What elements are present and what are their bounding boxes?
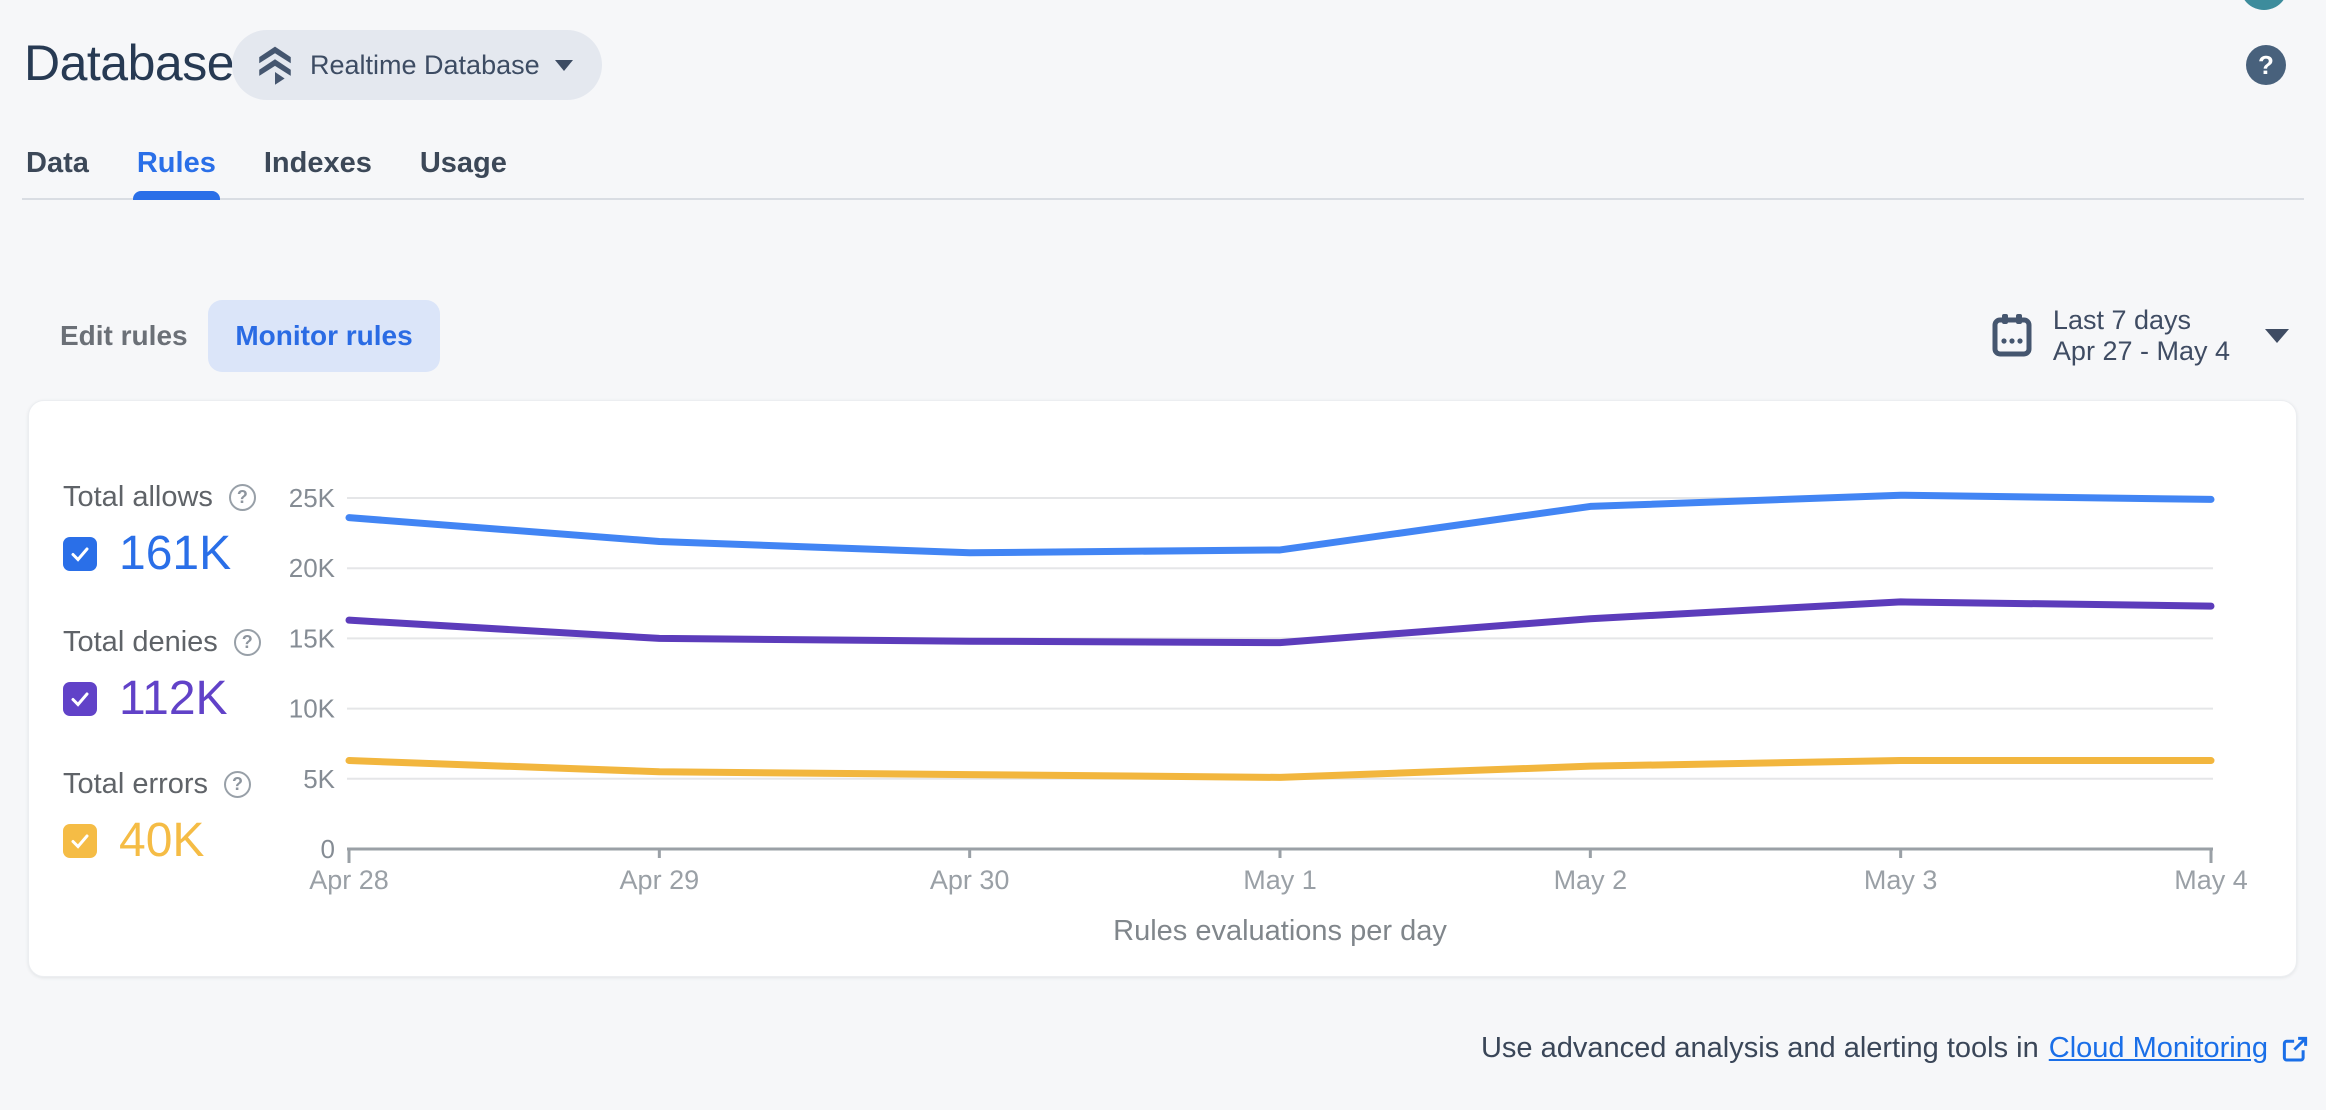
allows-checkbox[interactable] (63, 536, 97, 571)
realtime-database-icon (254, 43, 296, 87)
tab-bar: Data Rules Indexes Usage (22, 130, 2304, 200)
monitor-rules-button[interactable]: Monitor rules (208, 300, 440, 372)
denies-checkbox[interactable] (63, 681, 97, 716)
legend-label: Total errors (63, 768, 209, 800)
checkmark-icon (71, 547, 89, 562)
rules-toolbar: Edit rules Monitor rules Last 7 days Apr… (0, 300, 2326, 372)
errors-checkbox[interactable] (63, 823, 97, 858)
tab-label: Rules (136, 147, 216, 179)
x-tick-label: May 4 (2174, 865, 2248, 895)
help-icon[interactable]: ? (224, 771, 252, 798)
legend-label: Total allows (63, 481, 213, 513)
y-tick-label: 0 (321, 834, 335, 864)
checkmark-icon (71, 834, 89, 849)
tab-label: Usage (419, 147, 507, 179)
denies-total-value: 112K (119, 672, 228, 725)
series-line-total-allows (345, 491, 2215, 557)
tab-data[interactable]: Data (22, 147, 93, 198)
database-selector-label: Realtime Database (310, 49, 540, 80)
help-icon[interactable]: ? (228, 484, 256, 511)
cloud-monitoring-link[interactable]: Cloud Monitoring (2048, 1032, 2268, 1064)
chart-caption: Rules evaluations per day (1113, 915, 1447, 947)
series-line-total-denies (345, 598, 2215, 647)
date-range-selector[interactable]: Last 7 days Apr 27 - May 4 (1991, 300, 2290, 372)
tab-label: Data (26, 147, 89, 179)
calendar-icon (1991, 313, 2033, 359)
y-tick-label: 15K (289, 623, 336, 653)
footer-note: Use advanced analysis and alerting tools… (1481, 1032, 2310, 1065)
x-tick-label: Apr 28 (309, 865, 389, 895)
allows-total-value: 161K (119, 527, 232, 580)
legend-label: Total denies (63, 626, 218, 658)
tab-label: Indexes (263, 147, 372, 179)
y-tick-label: 5K (303, 764, 335, 794)
legend-total-allows: Total allows ? 161K (63, 481, 343, 581)
y-tick-label: 10K (289, 694, 336, 724)
header: Database Realtime Database ? (0, 0, 2326, 130)
x-tick-label: Apr 29 (620, 865, 700, 895)
legend-total-denies: Total denies ? 112K (63, 626, 343, 726)
errors-total-value: 40K (119, 814, 205, 867)
rules-evaluations-chart: 0 5K 10K 15K 20K 25K Apr 28 Apr 29 Apr 30 May 1 Ma… (289, 483, 2248, 895)
question-mark-icon: ? (2258, 49, 2274, 80)
external-link-icon (2280, 1034, 2310, 1064)
page-title: Database (24, 35, 235, 91)
footer-text: Use advanced analysis and alerting tools… (1480, 1032, 2039, 1064)
x-tick-label: May 1 (1243, 865, 1317, 895)
help-icon[interactable]: ? (233, 629, 261, 656)
rules-monitor-card: Total allows ? 161K Total denies ? 112K … (28, 400, 2297, 977)
y-tick-label: 20K (289, 553, 336, 583)
chevron-down-icon (2264, 328, 2290, 344)
legend-total-errors: Total errors ? 40K (63, 768, 343, 868)
date-range-dates: Apr 27 - May 4 (2052, 336, 2230, 366)
y-tick-label: 25K (289, 483, 336, 513)
tab-rules[interactable]: Rules (132, 147, 220, 200)
x-tick-label: May 3 (1864, 865, 1938, 895)
database-selector[interactable]: Realtime Database (232, 30, 602, 100)
checkmark-icon (71, 692, 89, 707)
x-tick-label: Apr 30 (930, 865, 1010, 895)
x-tick-label: May 2 (1554, 865, 1628, 895)
date-range-preset: Last 7 days (2052, 305, 2192, 335)
series-line-total-errors (345, 757, 2215, 781)
tab-indexes[interactable]: Indexes (260, 147, 376, 198)
help-button[interactable]: ? (2246, 45, 2286, 85)
edit-rules-button[interactable]: Edit rules (60, 300, 188, 372)
tab-usage[interactable]: Usage (416, 147, 511, 198)
avatar[interactable] (2240, 0, 2288, 10)
chevron-down-icon (554, 59, 574, 72)
